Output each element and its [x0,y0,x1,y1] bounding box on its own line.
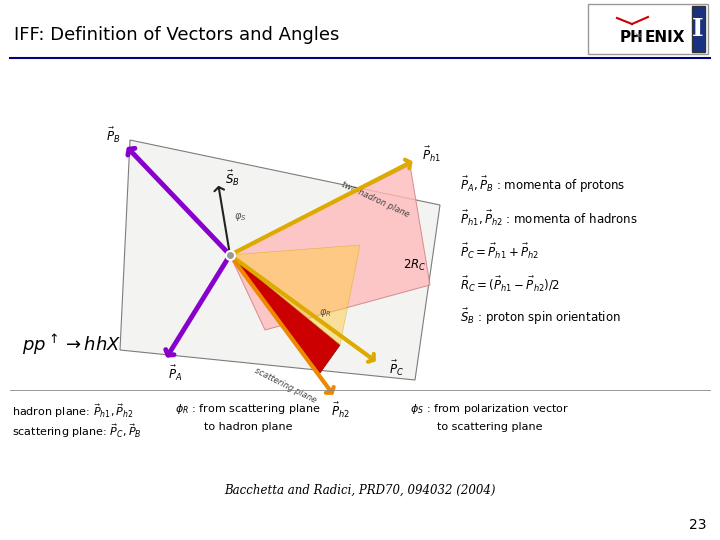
Text: $\vec{P}_C$: $\vec{P}_C$ [389,359,403,377]
Text: $\vec{P}_B$: $\vec{P}_B$ [106,125,120,145]
Text: $pp^\uparrow \rightarrow hhX$: $pp^\uparrow \rightarrow hhX$ [22,333,121,357]
Text: $\phi_S$ : from polarization vector: $\phi_S$ : from polarization vector [410,402,570,416]
Text: Bacchetta and Radici, PRD70, 094032 (2004): Bacchetta and Radici, PRD70, 094032 (200… [224,483,496,496]
Text: 23: 23 [689,518,707,532]
Text: I: I [692,17,704,41]
Text: PH: PH [620,30,644,45]
Text: hadron plane: $\vec{P}_{h1}, \vec{P}_{h2}$: hadron plane: $\vec{P}_{h1}, \vec{P}_{h2… [12,402,134,420]
Polygon shape [230,245,360,345]
Text: $\vec{P}_A, \vec{P}_B$ : momenta of protons: $\vec{P}_A, \vec{P}_B$ : momenta of prot… [460,175,626,195]
Text: $\phi_R$ : from scattering plane: $\phi_R$ : from scattering plane [175,402,320,416]
Polygon shape [120,140,440,380]
Text: $\vec{P}_C = \vec{P}_{h1} + \vec{P}_{h2}$: $\vec{P}_C = \vec{P}_{h1} + \vec{P}_{h2}… [460,241,539,261]
Text: two-hadron plane: two-hadron plane [340,180,410,220]
Polygon shape [230,165,430,330]
Text: $\vec{P}_A$: $\vec{P}_A$ [168,363,182,382]
Text: *: * [634,31,642,45]
FancyBboxPatch shape [692,6,705,52]
Text: ENIX: ENIX [645,30,685,45]
Text: $\vec{S}_B$ : proton spin orientation: $\vec{S}_B$ : proton spin orientation [460,307,621,327]
Text: IFF: Definition of Vectors and Angles: IFF: Definition of Vectors and Angles [14,26,339,44]
Polygon shape [230,255,340,373]
Text: $\varphi_S$: $\varphi_S$ [234,211,246,223]
Text: $\vec{P}_{h1}$: $\vec{P}_{h1}$ [421,144,441,164]
Text: $\vec{S}_B$: $\vec{S}_B$ [225,168,239,187]
FancyBboxPatch shape [588,4,708,54]
Text: $\vec{P}_{h2}$: $\vec{P}_{h2}$ [330,401,349,420]
Text: $2R_C$: $2R_C$ [403,258,427,273]
Text: to scattering plane: to scattering plane [437,422,543,432]
Text: $\varphi_R$: $\varphi_R$ [319,307,331,319]
Text: scattering plane: $\vec{P}_C, \vec{P}_B$: scattering plane: $\vec{P}_C, \vec{P}_B$ [12,422,142,440]
Text: scattering plane: scattering plane [253,366,318,404]
Text: $\vec{R}_C = (\vec{P}_{h1} - \vec{P}_{h2})/2$: $\vec{R}_C = (\vec{P}_{h1} - \vec{P}_{h2… [460,274,560,294]
Text: $\vec{P}_{h1}, \vec{P}_{h2}$ : momenta of hadrons: $\vec{P}_{h1}, \vec{P}_{h2}$ : momenta o… [460,208,638,227]
Text: to hadron plane: to hadron plane [204,422,292,432]
